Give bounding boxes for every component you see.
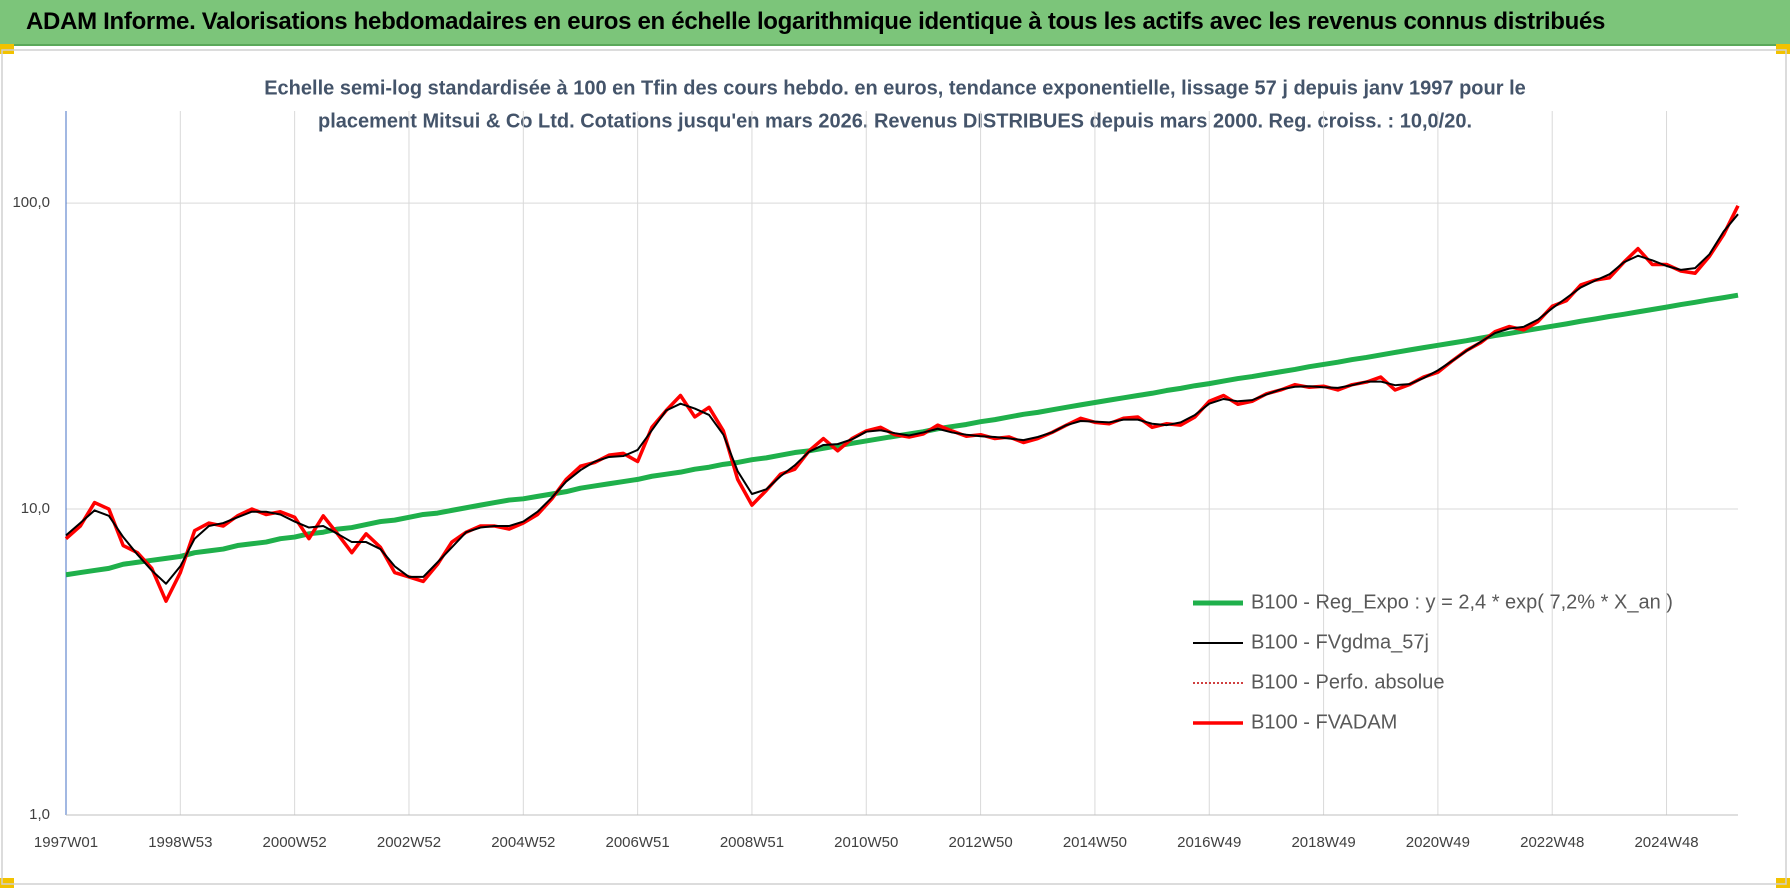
x-tick-label: 2022W48 [1520,834,1584,851]
chart-title: placement Mitsui & Co Ltd. Cotations jus… [318,110,1472,132]
x-tick-label: 2014W50 [1063,834,1127,851]
series-line [65,213,1739,585]
legend-label: B100 - FVgdma_57j [1251,631,1429,653]
series-line [64,204,1740,603]
legend-label: B100 - Reg_Expo : y = 2,4 * exp( 7,2% * … [1251,591,1673,613]
x-tick-label: 2024W48 [1634,834,1698,851]
x-tick-label: 1997W01 [34,834,98,851]
y-tick-label: 1,0 [29,806,50,823]
x-tick-label: 2020W49 [1406,834,1470,851]
x-tick-label: 2012W50 [948,834,1012,851]
corner-marker [0,44,14,54]
header-bar: ADAM Informe. Valorisations hebdomadaire… [0,0,1790,46]
y-tick-label: 10,0 [21,500,50,517]
legend-label: B100 - Perfo. absolue [1251,671,1444,693]
corner-marker [0,878,14,888]
header-title: ADAM Informe. Valorisations hebdomadaire… [26,8,1606,35]
corner-marker [1776,878,1790,888]
corner-marker [1776,44,1790,54]
series-line [65,205,1739,602]
x-tick-label: 2006W51 [606,834,670,851]
x-tick-label: 2010W50 [834,834,898,851]
chart-frame [1,49,1787,885]
x-tick-label: 2002W52 [377,834,441,851]
x-tick-label: 2000W52 [263,834,327,851]
x-tick-label: 2016W49 [1177,834,1241,851]
y-tick-label: 100,0 [12,194,50,211]
x-tick-label: 2004W52 [491,834,555,851]
x-tick-label: 2008W51 [720,834,784,851]
x-tick-label: 2018W49 [1291,834,1355,851]
x-tick-label: 1998W53 [148,834,212,851]
chart-title: Echelle semi-log standardisée à 100 en T… [264,77,1526,99]
legend-label: B100 - FVADAM [1251,711,1397,733]
